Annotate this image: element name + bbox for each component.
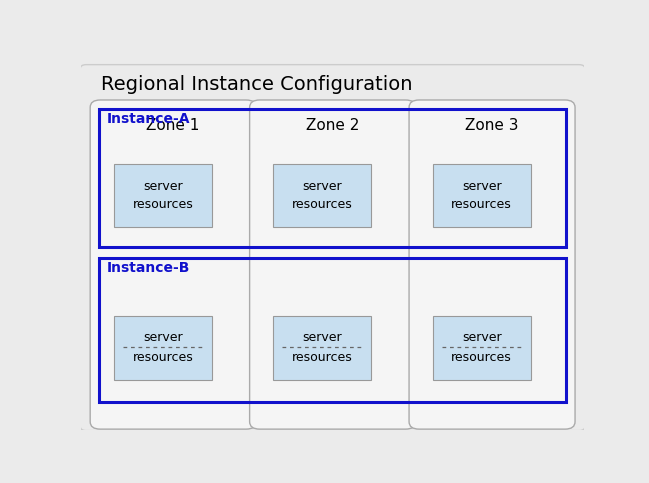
- FancyBboxPatch shape: [273, 164, 371, 227]
- Text: server
resources: server resources: [451, 180, 512, 211]
- FancyBboxPatch shape: [409, 100, 575, 429]
- Text: server
resources: server resources: [292, 180, 352, 211]
- Text: Instance-B: Instance-B: [106, 261, 190, 275]
- Text: Zone 3: Zone 3: [465, 118, 519, 133]
- Text: resources: resources: [451, 351, 512, 364]
- FancyBboxPatch shape: [90, 100, 256, 429]
- Text: Zone 2: Zone 2: [306, 118, 360, 133]
- Text: Regional Instance Configuration: Regional Instance Configuration: [101, 75, 413, 94]
- FancyBboxPatch shape: [433, 316, 531, 380]
- Text: server: server: [302, 331, 342, 344]
- FancyBboxPatch shape: [80, 65, 585, 431]
- Text: server
resources: server resources: [132, 180, 193, 211]
- Text: server: server: [462, 331, 502, 344]
- FancyBboxPatch shape: [433, 164, 531, 227]
- Text: resources: resources: [292, 351, 352, 364]
- FancyBboxPatch shape: [273, 316, 371, 380]
- FancyBboxPatch shape: [250, 100, 415, 429]
- FancyBboxPatch shape: [114, 164, 212, 227]
- Text: server: server: [143, 331, 182, 344]
- Text: resources: resources: [132, 351, 193, 364]
- Text: Zone 1: Zone 1: [147, 118, 200, 133]
- FancyBboxPatch shape: [114, 316, 212, 380]
- Text: Instance-A: Instance-A: [106, 112, 190, 126]
